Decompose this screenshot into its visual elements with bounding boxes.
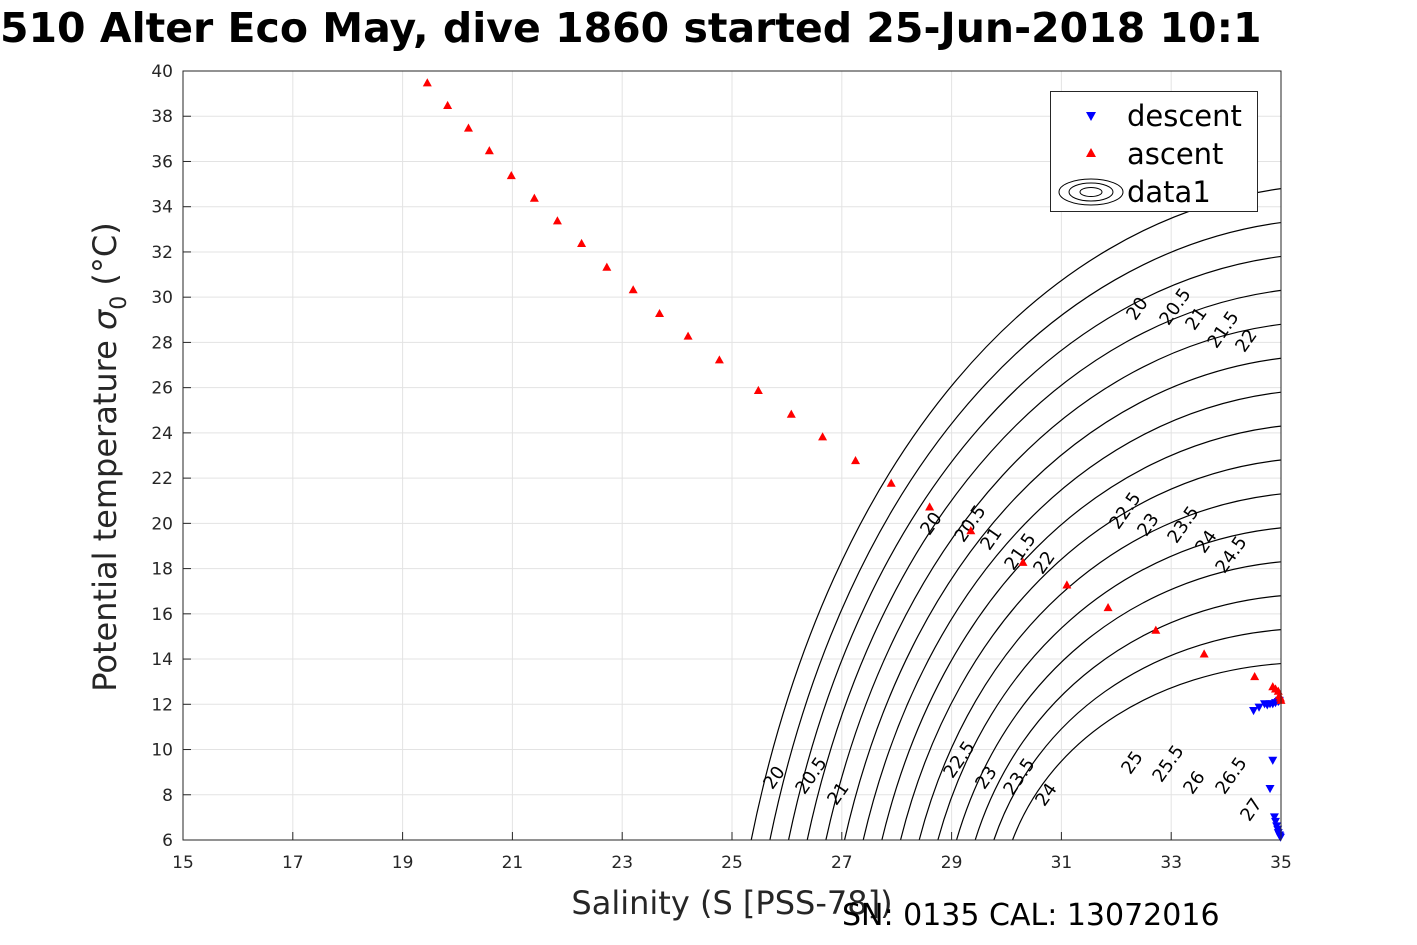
footer-serial-cal: SN: 0135 CAL: 13072016	[842, 898, 1220, 933]
contour-swatch-icon	[1058, 178, 1124, 206]
descent-point	[1268, 756, 1278, 765]
descent-point	[1269, 813, 1279, 822]
descent-point	[1275, 833, 1285, 842]
descent-point	[1271, 817, 1281, 826]
contour-line-21	[787, 255, 1282, 841]
ascent-point	[602, 262, 612, 271]
descent-point	[1249, 707, 1259, 716]
legend-label-descent: descent	[1127, 99, 1242, 133]
legend-item-ascent: ascent	[1051, 136, 1257, 172]
ascent-point	[506, 170, 516, 180]
ascent-point	[683, 331, 693, 340]
contour-line-25.5	[955, 561, 1282, 841]
legend-label-data1: data1	[1127, 175, 1211, 209]
contour-line-23	[862, 391, 1282, 841]
ascent-point	[714, 355, 724, 364]
x-tick-label: 31	[1051, 853, 1073, 873]
descent-marker-icon	[1086, 112, 1096, 121]
ascent-point	[966, 526, 976, 535]
y-tick-label: 18	[151, 560, 173, 580]
y-tick-label: 22	[151, 469, 173, 489]
ascent-point	[1199, 649, 1209, 658]
contour-line-23.5	[881, 425, 1282, 841]
ascent-point	[463, 123, 473, 132]
contour-line-27	[1011, 662, 1282, 841]
ascent-point	[422, 78, 432, 87]
descent-point	[1254, 703, 1264, 712]
ascent-point	[628, 285, 638, 294]
data-markers	[422, 78, 1286, 842]
contour-line-26.5	[993, 629, 1282, 841]
x-axis-label: Salinity (S [PSS-78])	[571, 884, 892, 922]
x-tick-label: 25	[721, 853, 743, 873]
x-tick-label: 23	[611, 853, 633, 873]
contour-line-21.5	[806, 289, 1282, 841]
y-axis-label: Potential temperature σ0 (°C)	[86, 222, 132, 691]
ascent-point	[886, 478, 896, 487]
contour-line-24.5	[918, 493, 1282, 841]
ascent-point	[484, 146, 494, 155]
ascent-point	[925, 502, 935, 511]
axis-ticks: 15 17 19 21 23 25 27 29 31 33 35 6 8 10 12 14 16 18 20 22 24…	[151, 62, 1291, 873]
ascent-point	[529, 193, 539, 202]
chart-title: 510 Alter Eco May, dive 1860 started 25-…	[0, 4, 1262, 52]
ascent-marker-icon	[1086, 148, 1096, 157]
y-tick-label: 34	[151, 198, 173, 218]
y-tick-label: 32	[151, 243, 173, 263]
legend-item-descent: descent	[1051, 98, 1257, 134]
y-tick-label: 12	[151, 695, 173, 715]
y-tick-label: 36	[151, 152, 173, 172]
contour-line-26	[974, 595, 1282, 841]
x-tick-label: 21	[502, 853, 524, 873]
y-tick-label: 10	[151, 741, 173, 761]
y-tick-label: 20	[151, 514, 173, 534]
ascent-point	[1018, 557, 1028, 566]
ascent-point	[851, 455, 861, 465]
descent-point	[1265, 785, 1275, 794]
contour-line-25	[937, 527, 1282, 841]
legend-label-ascent: ascent	[1127, 137, 1224, 171]
ascent-point	[1103, 602, 1113, 612]
contour-line-22	[825, 323, 1282, 841]
ascent-point	[1062, 580, 1072, 589]
y-tick-label: 24	[151, 424, 173, 444]
legend-item-data1: data1	[1051, 174, 1257, 210]
y-tick-label: 6	[162, 831, 173, 851]
y-tick-label: 28	[151, 333, 173, 353]
ascent-point	[1151, 625, 1161, 634]
x-tick-label: 17	[282, 853, 304, 873]
y-tick-label: 26	[151, 379, 173, 399]
y-tick-label: 30	[151, 288, 173, 308]
legend: descent ascent data1	[1050, 91, 1258, 212]
x-tick-label: 33	[1160, 853, 1182, 873]
ascent-point	[552, 216, 562, 225]
density-contours	[750, 188, 1282, 841]
x-tick-label: 29	[941, 853, 963, 873]
ascent-point	[1250, 671, 1260, 681]
contour-line-22.5	[843, 357, 1282, 841]
contour-line-20.5	[769, 221, 1282, 841]
x-tick-label: 27	[831, 853, 853, 873]
ascent-point	[818, 432, 828, 441]
y-tick-label: 16	[151, 605, 173, 625]
y-tick-label: 40	[151, 62, 173, 82]
x-tick-label: 19	[392, 853, 414, 873]
x-tick-label: 15	[172, 853, 194, 873]
y-tick-label: 8	[162, 786, 173, 806]
y-tick-label: 14	[151, 650, 173, 670]
contour-line-20	[750, 188, 1282, 841]
ascent-point	[443, 100, 453, 109]
x-tick-label: 35	[1270, 853, 1292, 873]
ascent-point	[655, 308, 665, 318]
y-tick-label: 38	[151, 107, 173, 127]
ascent-point	[577, 238, 587, 247]
ascent-point	[753, 385, 763, 394]
ascent-point	[786, 409, 796, 418]
contour-line-24	[899, 459, 1282, 841]
